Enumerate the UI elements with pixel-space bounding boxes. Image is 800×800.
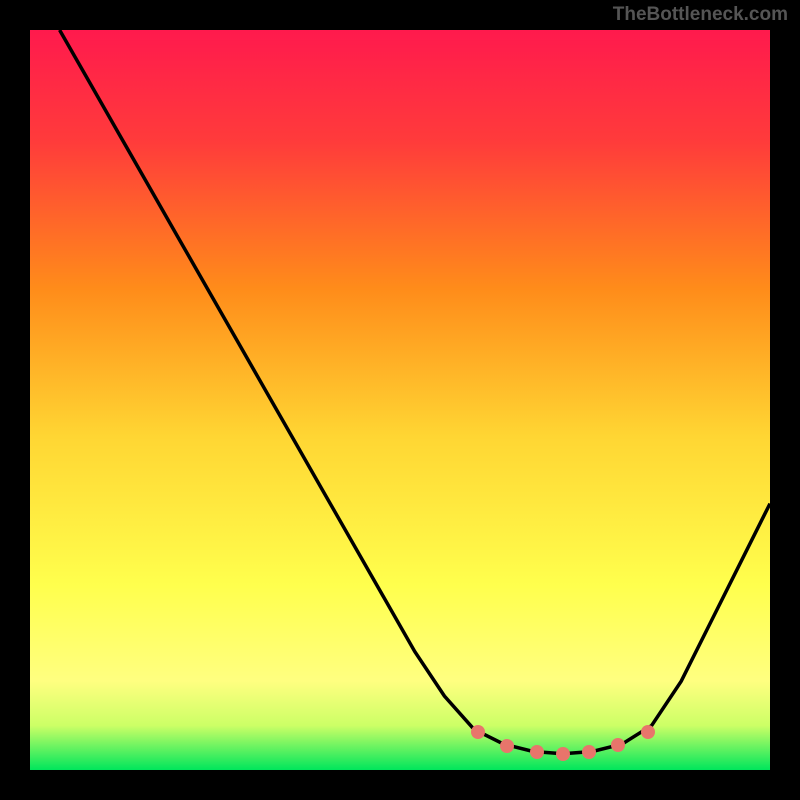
watermark-text: TheBottleneck.com [613, 4, 788, 26]
curve-marker [471, 725, 485, 739]
chart-plot-area [30, 30, 770, 770]
curve-marker [556, 747, 570, 761]
curve-marker [530, 745, 544, 759]
curve-marker [582, 745, 596, 759]
curve-marker [641, 725, 655, 739]
bottleneck-curve [30, 30, 770, 770]
curve-marker [611, 738, 625, 752]
curve-marker [500, 739, 514, 753]
